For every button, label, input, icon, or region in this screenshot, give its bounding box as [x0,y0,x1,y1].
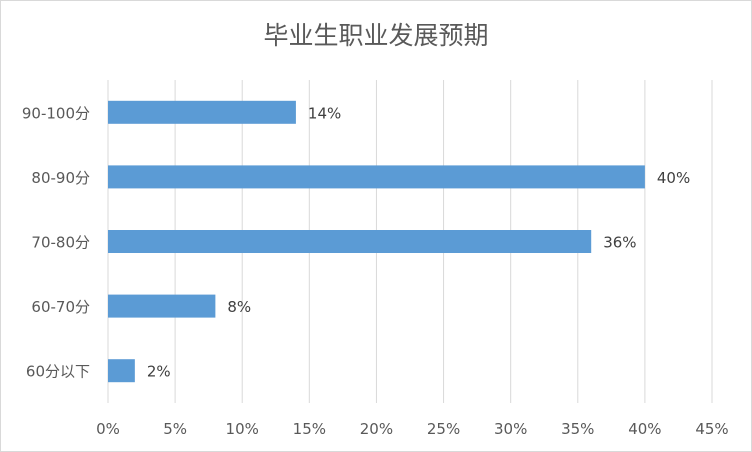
data-label: 2% [147,363,171,381]
x-tick-label: 15% [293,420,326,438]
x-tick-label: 0% [96,420,120,438]
bar [108,165,645,189]
data-label: 40% [657,169,690,187]
y-tick-label: 80-90分 [31,169,90,187]
bars [108,100,645,383]
bar [108,359,135,383]
bar [108,294,216,318]
data-labels: 14% 40% 36% 8% 2% [147,104,690,380]
x-tick-label: 35% [561,420,594,438]
x-tick-label: 25% [427,420,460,438]
y-tick-label: 60-70分 [31,298,90,316]
bar [108,100,296,124]
x-tick-label: 10% [226,420,259,438]
y-tick-label: 60分以下 [26,363,90,381]
y-tick-label: 70-80分 [31,234,90,252]
data-label: 8% [227,298,251,316]
y-axis-tick-labels: 90-100分 80-90分 70-80分 60-70分 60分以下 [22,104,90,380]
x-axis-tick-labels: 0% 5% 10% 15% 20% 25% 30% 35% 40% 45% [96,420,729,438]
data-label: 36% [603,234,636,252]
data-label: 14% [308,104,341,122]
x-tick-label: 40% [628,420,661,438]
x-tick-label: 5% [163,420,187,438]
chart-title: 毕业生职业发展预期 [263,21,489,50]
x-tick-label: 30% [494,420,527,438]
y-tick-label: 90-100分 [22,104,90,122]
bar [108,230,592,253]
x-tick-label: 20% [360,420,393,438]
x-tick-label: 45% [695,420,728,438]
